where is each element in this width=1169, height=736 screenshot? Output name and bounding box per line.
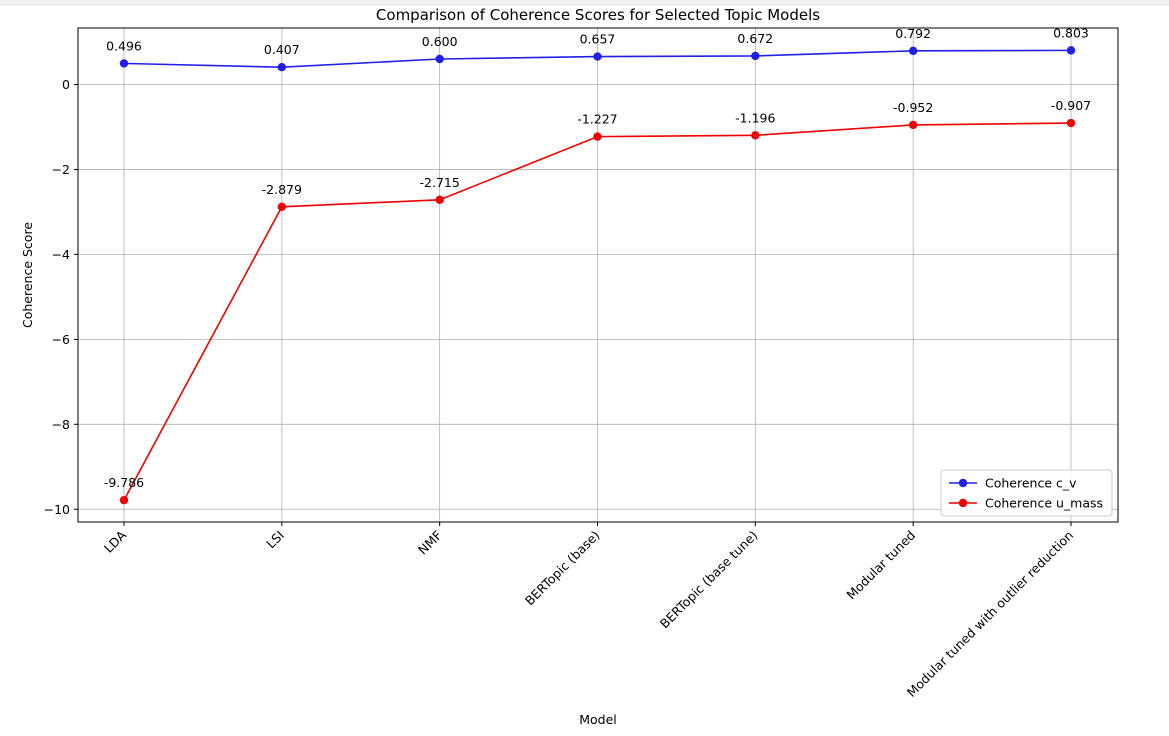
- data-labels: 0.496 0.407 0.600 0.657 0.672 0.792 0.803 -9.78…: [104, 25, 1091, 490]
- x-tick-label: LSI: [263, 528, 287, 552]
- data-label: 0.792: [895, 26, 931, 41]
- legend: Coherence c_v Coherence u_mass: [940, 469, 1113, 517]
- y-axis: 0 −2 −4 −6 −8 −10: [44, 77, 78, 517]
- x-tick-label: NMF: [415, 528, 445, 558]
- data-label: -2.715: [420, 175, 460, 190]
- data-label: 0.657: [580, 32, 616, 47]
- data-point: [1066, 118, 1076, 128]
- y-axis-label: Coherence Score: [20, 222, 35, 328]
- y-tick-label: −2: [52, 162, 70, 177]
- legend-marker: [958, 498, 968, 508]
- chart-title: Comparison of Coherence Scores for Selec…: [376, 6, 820, 24]
- data-label: -0.907: [1051, 98, 1091, 113]
- data-label: 0.496: [106, 38, 142, 53]
- data-point: [908, 120, 918, 130]
- data-label: -9.786: [104, 475, 144, 490]
- data-point: [277, 63, 287, 72]
- y-tick-label: −10: [44, 502, 70, 517]
- y-tick-label: −6: [52, 332, 70, 347]
- data-point: [1066, 46, 1076, 55]
- y-tick-label: −8: [52, 417, 70, 432]
- data-label: -1.227: [577, 112, 617, 127]
- data-point: [593, 132, 602, 141]
- data-label: -1.196: [735, 110, 775, 125]
- legend-marker: [958, 478, 968, 488]
- data-point: [119, 495, 129, 505]
- x-tick-label: BERTopic (base): [522, 528, 603, 609]
- legend-box: [940, 469, 1113, 517]
- data-point: [277, 202, 287, 211]
- x-tick-label: LDA: [101, 527, 130, 556]
- x-tick-label: BERTopic (base tune): [657, 528, 761, 632]
- data-point: [435, 195, 444, 205]
- data-label: -2.879: [262, 182, 302, 197]
- y-tick-label: −4: [52, 247, 70, 262]
- x-axis: LDA LSI NMF BERTopic (base) BERTopic (base t…: [101, 522, 1076, 700]
- data-label: -0.952: [893, 100, 933, 115]
- legend-entry: Coherence c_v: [985, 476, 1077, 491]
- x-axis-label: Model: [579, 712, 617, 727]
- y-tick-label: 0: [62, 77, 70, 92]
- data-point: [908, 46, 918, 56]
- data-point: [119, 59, 129, 68]
- legend-entry: Coherence u_mass: [985, 496, 1103, 511]
- grid-lines: [78, 28, 1118, 522]
- series-layer: [119, 46, 1076, 505]
- top-border: [0, 0, 1169, 5]
- data-label: 0.407: [264, 42, 300, 57]
- data-point: [751, 131, 760, 140]
- x-tick-label: Modular tuned: [843, 528, 918, 603]
- data-label: 0.672: [737, 31, 773, 46]
- data-point: [435, 54, 444, 64]
- data-label: 0.600: [422, 34, 458, 49]
- data-point: [593, 52, 602, 61]
- data-label: 0.803: [1053, 25, 1089, 40]
- x-tick-label: Modular tuned with outlier reduction: [904, 528, 1076, 700]
- plot-frame: [77, 27, 1119, 523]
- data-point: [751, 51, 760, 61]
